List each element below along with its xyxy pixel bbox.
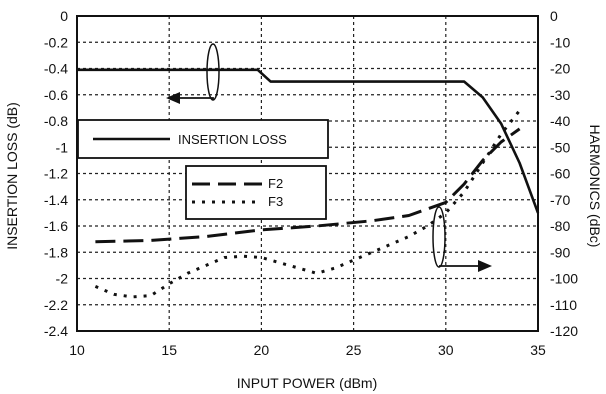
x-axis-ticks: 10 15 20 25 30 35	[69, 342, 546, 358]
left-axis-annotation-ellipse	[206, 43, 220, 101]
legend-box-harmonics	[185, 165, 327, 220]
right-tick-label: -100	[550, 271, 578, 287]
right-axis-arrowhead	[478, 260, 492, 272]
left-tick-label: -2	[56, 271, 69, 287]
right-tick-label: -110	[550, 297, 577, 313]
right-tick-label: 0	[550, 8, 558, 24]
left-tick-label: -1.2	[44, 166, 68, 182]
left-tick-label: -0.4	[44, 61, 68, 77]
right-tick-label: -80	[550, 218, 570, 234]
legend-label-insertion-loss: INSERTION LOSS	[178, 132, 287, 147]
right-axis-annotation-ellipse	[432, 206, 446, 268]
left-tick-label: -0.2	[44, 34, 68, 50]
x-tick-label: 20	[254, 342, 270, 358]
x-tick-label: 30	[438, 342, 454, 358]
left-tick-label: 0	[60, 8, 68, 24]
x-tick-label: 25	[346, 342, 362, 358]
left-tick-label: -1.8	[44, 244, 68, 260]
right-axis-title: HARMONICS (dBc)	[587, 125, 603, 248]
right-tick-label: -10	[550, 34, 570, 50]
left-tick-label: -0.6	[44, 87, 68, 103]
right-tick-label: -50	[550, 139, 570, 155]
right-tick-label: -30	[550, 87, 570, 103]
plot-frame	[76, 15, 539, 332]
right-tick-label: -20	[550, 61, 570, 77]
series-line-f2	[95, 127, 521, 244]
right-tick-label: -60	[550, 166, 570, 182]
left-axis-arrowhead	[166, 92, 180, 104]
series-layer	[77, 68, 540, 299]
x-axis-title: INPUT POWER (dBm)	[237, 375, 378, 391]
right-tick-label: -120	[550, 323, 578, 339]
x-tick-label: 10	[69, 342, 85, 358]
right-tick-label: -70	[550, 192, 570, 208]
legend-label-f2: F2	[268, 176, 283, 191]
left-tick-label: -2.4	[44, 323, 68, 339]
x-tick-label: 35	[530, 342, 546, 358]
x-tick-label: 15	[161, 342, 177, 358]
right-axis-ticks: 0 -10 -20 -30 -40 -50 -60 -70 -80 -90 -100 -110 -120	[550, 8, 578, 339]
left-tick-label: -1.6	[44, 218, 68, 234]
left-axis-annotation-arrow	[172, 97, 214, 100]
series-line-insertion-loss	[77, 68, 540, 214]
left-tick-label: -2.2	[44, 297, 68, 313]
left-axis-title: INSERTION LOSS (dB)	[4, 102, 20, 250]
left-axis-ticks: 0 -0.2 -0.4 -0.6 -0.8 -1 -1.2 -1.4 -1.6 -1.8 -2 -2.…	[44, 8, 68, 339]
right-tick-label: -40	[550, 113, 570, 129]
left-tick-label: -1	[56, 139, 69, 155]
left-tick-label: -1.4	[44, 192, 68, 208]
legend-label-f3: F3	[268, 194, 283, 209]
series-line-f3	[94, 109, 521, 299]
left-tick-label: -0.8	[44, 113, 68, 129]
right-tick-label: -90	[550, 244, 570, 260]
